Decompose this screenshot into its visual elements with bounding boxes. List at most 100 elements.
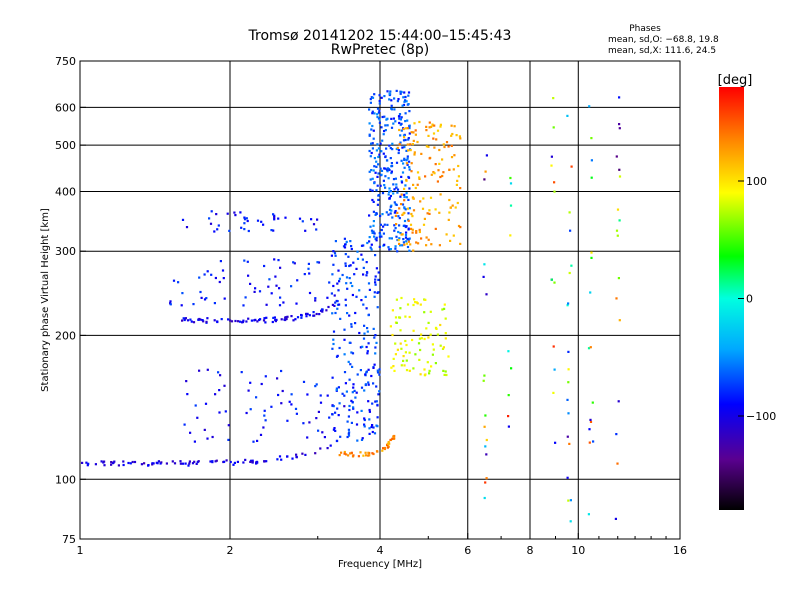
echo-point [344, 382, 347, 385]
echo-point [291, 457, 294, 460]
echo-point [189, 318, 192, 321]
echo-point [402, 139, 406, 142]
echo-point [216, 228, 219, 231]
echo-point [368, 240, 371, 243]
echo-point [249, 460, 252, 463]
echo-point [377, 155, 380, 159]
echo-point [407, 91, 411, 94]
echo-point [444, 332, 447, 335]
echo-point [392, 357, 395, 360]
echo-point [369, 101, 372, 104]
echo-point [265, 303, 268, 306]
echo-point [190, 320, 193, 323]
echo-point [435, 138, 438, 141]
echo-point [550, 155, 553, 158]
echo-point [391, 437, 394, 440]
echo-point [434, 326, 438, 329]
echo-point [368, 288, 371, 291]
echo-point [451, 132, 454, 136]
echo-point [404, 184, 407, 187]
echo-point [387, 246, 390, 249]
echo-point [206, 368, 209, 371]
echo-point [407, 228, 410, 231]
echo-point [408, 237, 411, 240]
echo-point [391, 333, 394, 337]
echo-point [200, 296, 203, 299]
echo-point [111, 462, 114, 465]
echo-point [402, 355, 405, 358]
echo-point [388, 98, 391, 101]
echo-point [378, 194, 381, 197]
echo-point [382, 133, 385, 136]
echo-point [408, 369, 411, 372]
echo-point [223, 460, 226, 463]
echo-point [391, 148, 394, 151]
echo-point [402, 127, 405, 131]
echo-point [425, 327, 428, 330]
echo-point [244, 458, 247, 461]
echo-point [366, 352, 369, 355]
echo-point [346, 312, 349, 315]
echo-point [377, 172, 380, 175]
echo-point [386, 442, 389, 445]
echo-point [363, 324, 366, 327]
echo-point [395, 298, 398, 301]
echo-point [290, 403, 293, 406]
colorbar-tick-label: 100 [746, 175, 767, 188]
echo-point [410, 162, 413, 165]
echo-point [203, 428, 206, 431]
echo-point [568, 271, 571, 275]
echo-point [181, 319, 184, 322]
echo-point [284, 216, 287, 219]
echo-point [411, 215, 414, 218]
echo-point [485, 477, 488, 480]
echo-point [406, 157, 409, 160]
echo-point [409, 149, 412, 152]
echo-point [404, 234, 408, 237]
echo-point [592, 440, 595, 443]
echo-point [332, 330, 336, 333]
echo-point [346, 435, 349, 439]
echo-point [376, 184, 379, 187]
echo-point [392, 117, 395, 120]
echo-point [405, 369, 409, 372]
echo-point [448, 211, 451, 214]
echo-point [566, 398, 569, 401]
echo-point [348, 404, 351, 408]
plot-frame [79, 60, 681, 540]
y-tick-label: 100 [55, 473, 76, 486]
echo-point [404, 138, 407, 142]
echo-point [295, 302, 298, 305]
echo-point [420, 337, 423, 340]
echo-point [375, 400, 378, 403]
echo-point [122, 463, 125, 467]
colorbar-tick-label: −100 [746, 410, 776, 423]
echo-point [253, 319, 256, 322]
echo-point [183, 423, 186, 426]
echo-point [270, 292, 273, 295]
echo-point [369, 155, 372, 158]
echo-point [308, 421, 311, 424]
echo-point [365, 370, 368, 373]
echo-point [450, 156, 454, 159]
echo-point [552, 126, 555, 129]
echo-point [354, 311, 357, 315]
echo-point [567, 499, 570, 502]
echo-point [364, 451, 367, 454]
echo-point [201, 319, 204, 322]
echo-point [100, 460, 103, 463]
echo-point [373, 336, 376, 339]
echo-point [397, 215, 400, 218]
echo-point [368, 122, 371, 125]
echo-point [380, 96, 383, 99]
echo-point [365, 274, 368, 277]
echo-point [260, 382, 263, 386]
echo-point [376, 175, 379, 178]
echo-point [452, 168, 455, 171]
echo-point [165, 462, 168, 465]
echo-point [351, 365, 354, 368]
echo-point [413, 153, 416, 156]
echo-point [363, 425, 366, 428]
echo-point [373, 432, 377, 435]
echo-point [400, 193, 403, 196]
